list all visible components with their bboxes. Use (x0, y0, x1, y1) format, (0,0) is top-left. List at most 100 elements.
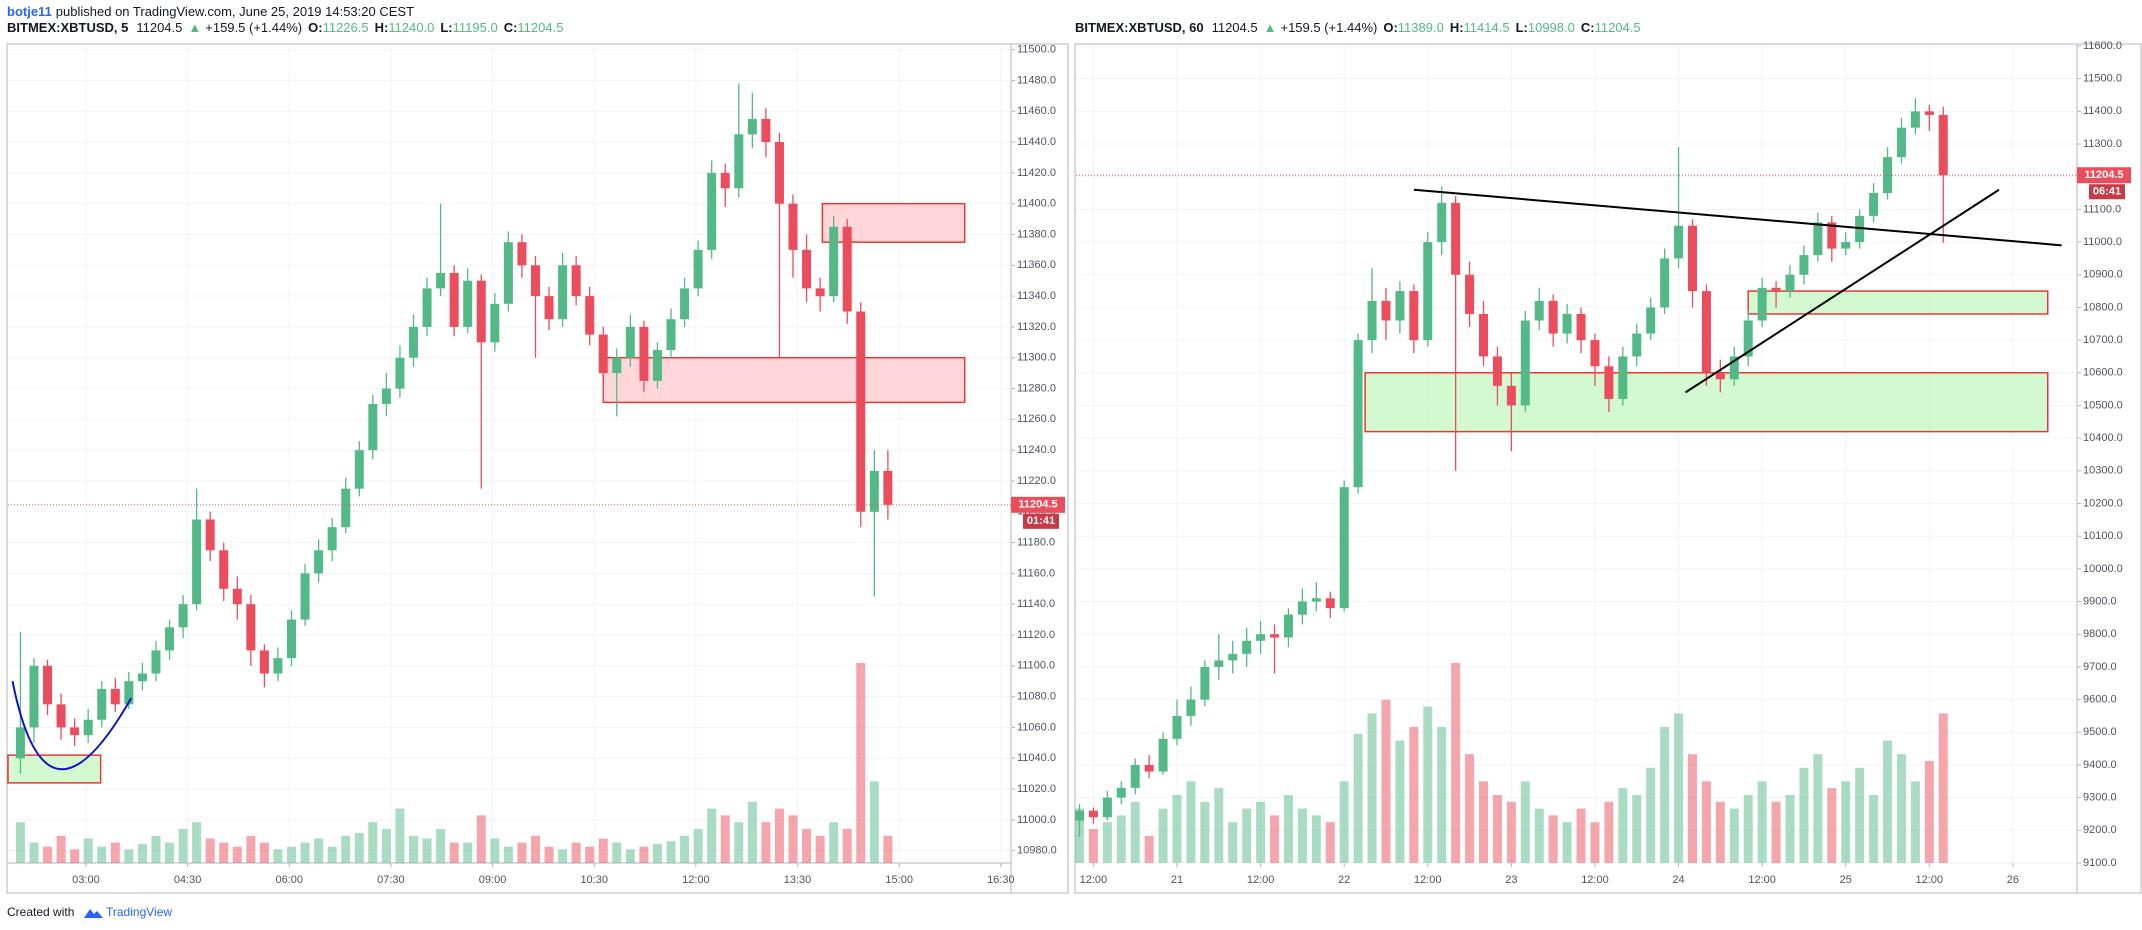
volume-bar (1423, 706, 1433, 863)
candle-body (1130, 764, 1140, 788)
y-tick-label: 11020.0 (1017, 783, 1056, 795)
volume-bar (1172, 794, 1182, 863)
volume-bar (774, 808, 784, 863)
x-tick-label: 22 (1338, 874, 1350, 886)
footer-created: Created with (7, 905, 74, 919)
plot (1074, 98, 2062, 863)
candle-body (1534, 300, 1544, 321)
x-tick-label: 15:00 (885, 874, 913, 886)
x-tick-label: 12:00 (1916, 874, 1944, 886)
candle-body (192, 519, 202, 605)
candle-body (463, 280, 473, 327)
symbol: BITMEX:XBTUSD, 60 (1075, 20, 1204, 35)
volume-bar (1938, 713, 1948, 863)
ohlc-value: 11195.0 (453, 20, 498, 35)
ohlc-value: 11204.5 (517, 20, 563, 35)
volume-bar (178, 828, 188, 863)
volume-bar (1618, 788, 1628, 863)
y-tick-label: 9800.0 (2083, 628, 2117, 640)
volume-bar (300, 842, 310, 863)
candle-body (381, 388, 391, 404)
ohlc-value: 10998.0 (1528, 20, 1575, 35)
volume-bar (1451, 663, 1461, 863)
candle-body (97, 688, 107, 720)
candle-body (1339, 487, 1349, 609)
y-tick-label: 9500.0 (2083, 726, 2117, 738)
volume-bar (517, 842, 527, 863)
volume-bar (1339, 781, 1349, 863)
candle-body (1813, 222, 1823, 256)
candle-body (1785, 274, 1795, 292)
x-tick-label: 12:00 (682, 874, 710, 886)
volume-bar (1827, 788, 1837, 863)
volume-bar (856, 663, 866, 863)
candle-body (517, 242, 527, 266)
ohlc-key: L: (440, 20, 452, 35)
change-arrow: ▲ (188, 20, 201, 35)
y-tick-label: 9100.0 (2083, 857, 2117, 869)
volume-bar (232, 846, 242, 863)
ohlc-value: 11240.0 (388, 20, 434, 35)
y-tick-label: 11420.0 (1017, 167, 1056, 179)
volume-bar (544, 846, 554, 863)
candle-body (151, 650, 161, 674)
candle-body (178, 604, 188, 628)
ohlc-value: 11414.5 (1464, 20, 1510, 35)
volume-bar (558, 849, 568, 863)
volume-bar (463, 842, 473, 863)
chart-header: BITMEX:XBTUSD, 5 11204.5 ▲ +159.5 (+1.44%) O… (7, 20, 563, 35)
volume-bar (1256, 801, 1266, 863)
candle-body (883, 470, 893, 505)
x-tick-label: 09:00 (479, 874, 507, 886)
volume-bar (1116, 815, 1126, 863)
footer-brand[interactable]: TradingView (106, 905, 172, 919)
volume-bar (747, 801, 757, 863)
candle-body (422, 288, 432, 327)
candle-body (1687, 225, 1697, 292)
volume-bar (1799, 767, 1809, 863)
candle-body (530, 265, 540, 297)
candle-body (1256, 634, 1266, 641)
candle-body (558, 265, 568, 320)
y-tick-label: 10980.0 (1017, 845, 1057, 857)
x-tick-label: 21 (1171, 874, 1183, 886)
candle-body (1869, 193, 1879, 216)
ohlc-key: C: (1581, 20, 1595, 35)
y-tick-label: 10300.0 (2083, 465, 2123, 477)
author[interactable]: botje11 (7, 4, 52, 19)
volume-bar (829, 822, 839, 863)
candle-body (1743, 320, 1753, 357)
volume-bar (70, 849, 80, 863)
candle-body (774, 142, 784, 204)
candle-body (856, 311, 866, 512)
volume-bar (1660, 726, 1670, 863)
volume-bar (1715, 801, 1725, 863)
candle-body (83, 719, 93, 736)
candle-body (652, 350, 662, 381)
candle-body (1228, 653, 1238, 661)
candle-body (1311, 598, 1321, 602)
y-tick-label: 11600.0 (2083, 40, 2122, 52)
countdown-tag (1023, 513, 1059, 529)
y-tick-label: 11240.0 (1017, 444, 1056, 456)
volume-bar (1381, 699, 1391, 863)
volume-bar (1367, 713, 1377, 863)
volume-bar (1674, 713, 1684, 863)
x-tick-label: 25 (1840, 874, 1852, 886)
volume-bar (680, 835, 690, 863)
y-tick-label: 11260.0 (1017, 413, 1056, 425)
x-tick-label: 12:00 (1748, 874, 1776, 886)
x-tick-label: 12:00 (1080, 874, 1108, 886)
candle-body (1353, 340, 1363, 488)
x-tick-label: 23 (1505, 874, 1517, 886)
candle-body (1924, 111, 1934, 115)
volume-bar (1910, 781, 1920, 863)
candle-body (1938, 114, 1948, 176)
volume-bar (490, 838, 500, 863)
volume-bar (1242, 808, 1252, 863)
volume-bar (1701, 781, 1711, 863)
volume-bar (1353, 733, 1363, 863)
candle-body (639, 326, 649, 381)
volume-bar (1604, 801, 1614, 863)
candle-body (29, 665, 39, 728)
